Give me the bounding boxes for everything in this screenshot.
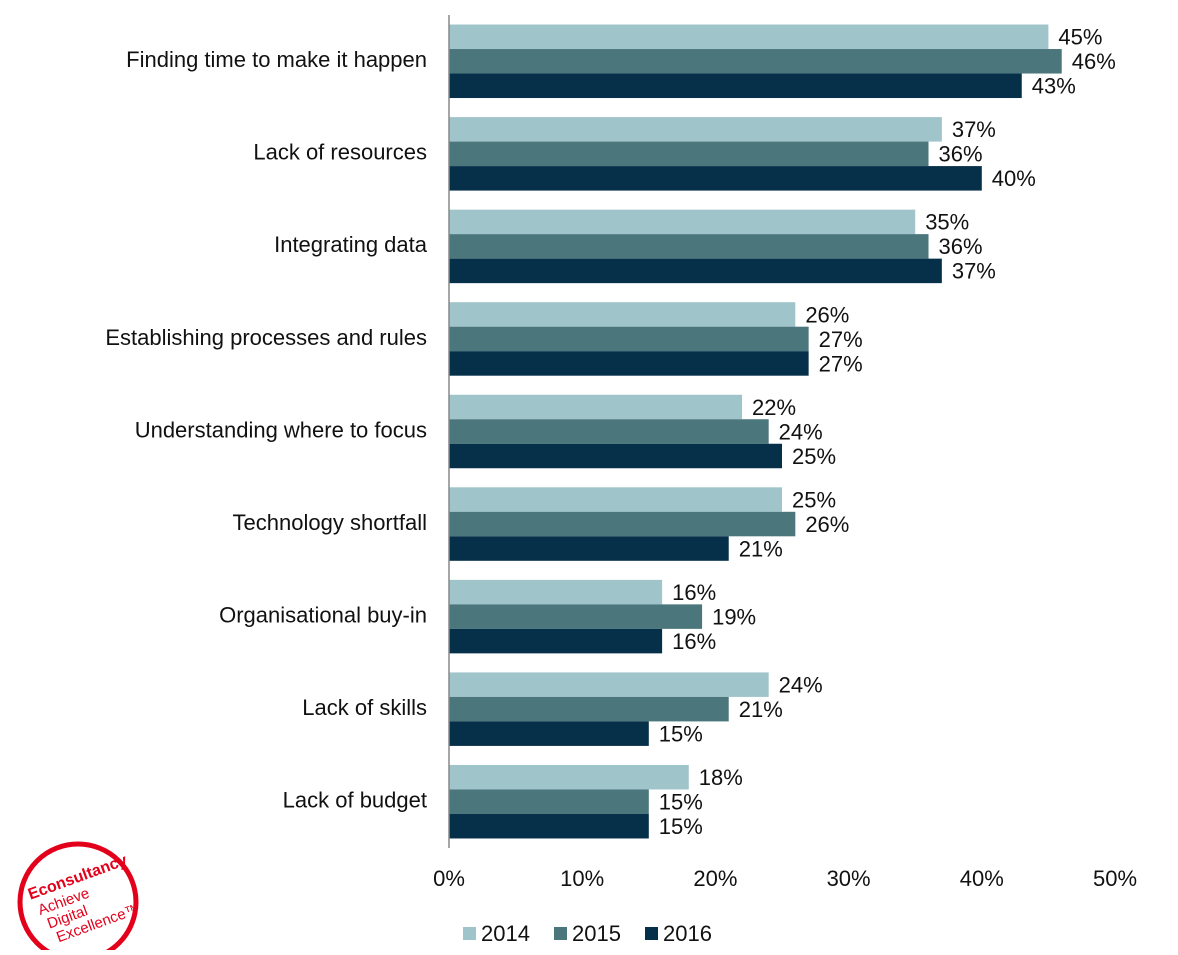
value-label: 45% — [1058, 25, 1102, 50]
value-label: 26% — [805, 512, 849, 537]
value-label: 37% — [952, 259, 996, 284]
legend-label: 2014 — [481, 921, 530, 946]
bar — [449, 234, 929, 259]
bar — [449, 487, 782, 512]
value-label: 24% — [779, 672, 823, 697]
value-label: 22% — [752, 395, 796, 420]
bar — [449, 24, 1049, 50]
value-label: 21% — [739, 536, 783, 561]
category-label: Establishing processes and rules — [105, 325, 427, 350]
legend-label: 2016 — [663, 921, 712, 946]
value-label: 24% — [779, 419, 823, 444]
bar — [449, 721, 649, 746]
bar — [449, 351, 809, 376]
bar — [449, 49, 1062, 74]
bar — [449, 628, 663, 654]
bar — [449, 511, 796, 537]
x-tick-label: 0% — [433, 866, 465, 891]
value-label: 18% — [699, 765, 743, 790]
bar — [449, 394, 743, 420]
bar — [449, 696, 729, 722]
x-tick-label: 40% — [960, 866, 1004, 891]
value-label: 40% — [992, 166, 1036, 191]
value-label: 25% — [792, 444, 836, 469]
category-label: Finding time to make it happen — [126, 47, 427, 72]
value-label: 15% — [659, 721, 703, 746]
x-tick-label: 20% — [693, 866, 737, 891]
category-label: Lack of resources — [253, 140, 427, 165]
value-label: 36% — [939, 234, 983, 259]
category-label: Organisational buy-in — [219, 602, 427, 627]
value-label: 26% — [805, 302, 849, 327]
bar — [449, 166, 982, 191]
category-label: Lack of skills — [302, 695, 427, 720]
bar — [449, 73, 1022, 99]
value-label: 43% — [1032, 74, 1076, 99]
bar — [449, 789, 649, 814]
x-tick-label: 10% — [560, 866, 604, 891]
value-label: 15% — [659, 790, 703, 815]
bar — [449, 326, 809, 352]
value-label: 21% — [739, 697, 783, 722]
bar — [449, 419, 769, 444]
value-label: 46% — [1072, 49, 1116, 74]
bar — [449, 443, 782, 469]
bar — [449, 764, 689, 790]
value-label: 15% — [659, 814, 703, 839]
bar — [449, 302, 796, 327]
value-label: 27% — [819, 351, 863, 376]
x-tick-label: 30% — [827, 866, 871, 891]
legend-swatch — [554, 927, 567, 940]
legend-swatch — [645, 927, 658, 940]
x-tick-label: 50% — [1093, 866, 1137, 891]
value-label: 25% — [792, 487, 836, 512]
logo-ring — [17, 841, 139, 955]
legend-swatch — [463, 927, 476, 940]
value-label: 16% — [672, 629, 716, 654]
bar — [449, 672, 769, 697]
value-label: 35% — [925, 210, 969, 235]
legend-label: 2015 — [572, 921, 621, 946]
category-label: Understanding where to focus — [135, 417, 427, 442]
bar — [449, 258, 942, 284]
bar — [449, 604, 703, 629]
bar — [449, 813, 649, 839]
bar — [449, 536, 729, 561]
bar — [449, 579, 663, 605]
category-label: Integrating data — [274, 232, 428, 257]
value-label: 19% — [712, 604, 756, 629]
value-label: 37% — [952, 117, 996, 142]
category-label: Lack of budget — [283, 788, 427, 813]
value-label: 36% — [939, 142, 983, 167]
category-label: Technology shortfall — [233, 510, 427, 535]
bar — [449, 141, 929, 167]
bar — [449, 209, 916, 235]
value-label: 16% — [672, 580, 716, 605]
logo: Econsultancy Achieve Digital Excellence™ — [17, 841, 142, 955]
value-label: 27% — [819, 327, 863, 352]
bar — [449, 117, 942, 142]
